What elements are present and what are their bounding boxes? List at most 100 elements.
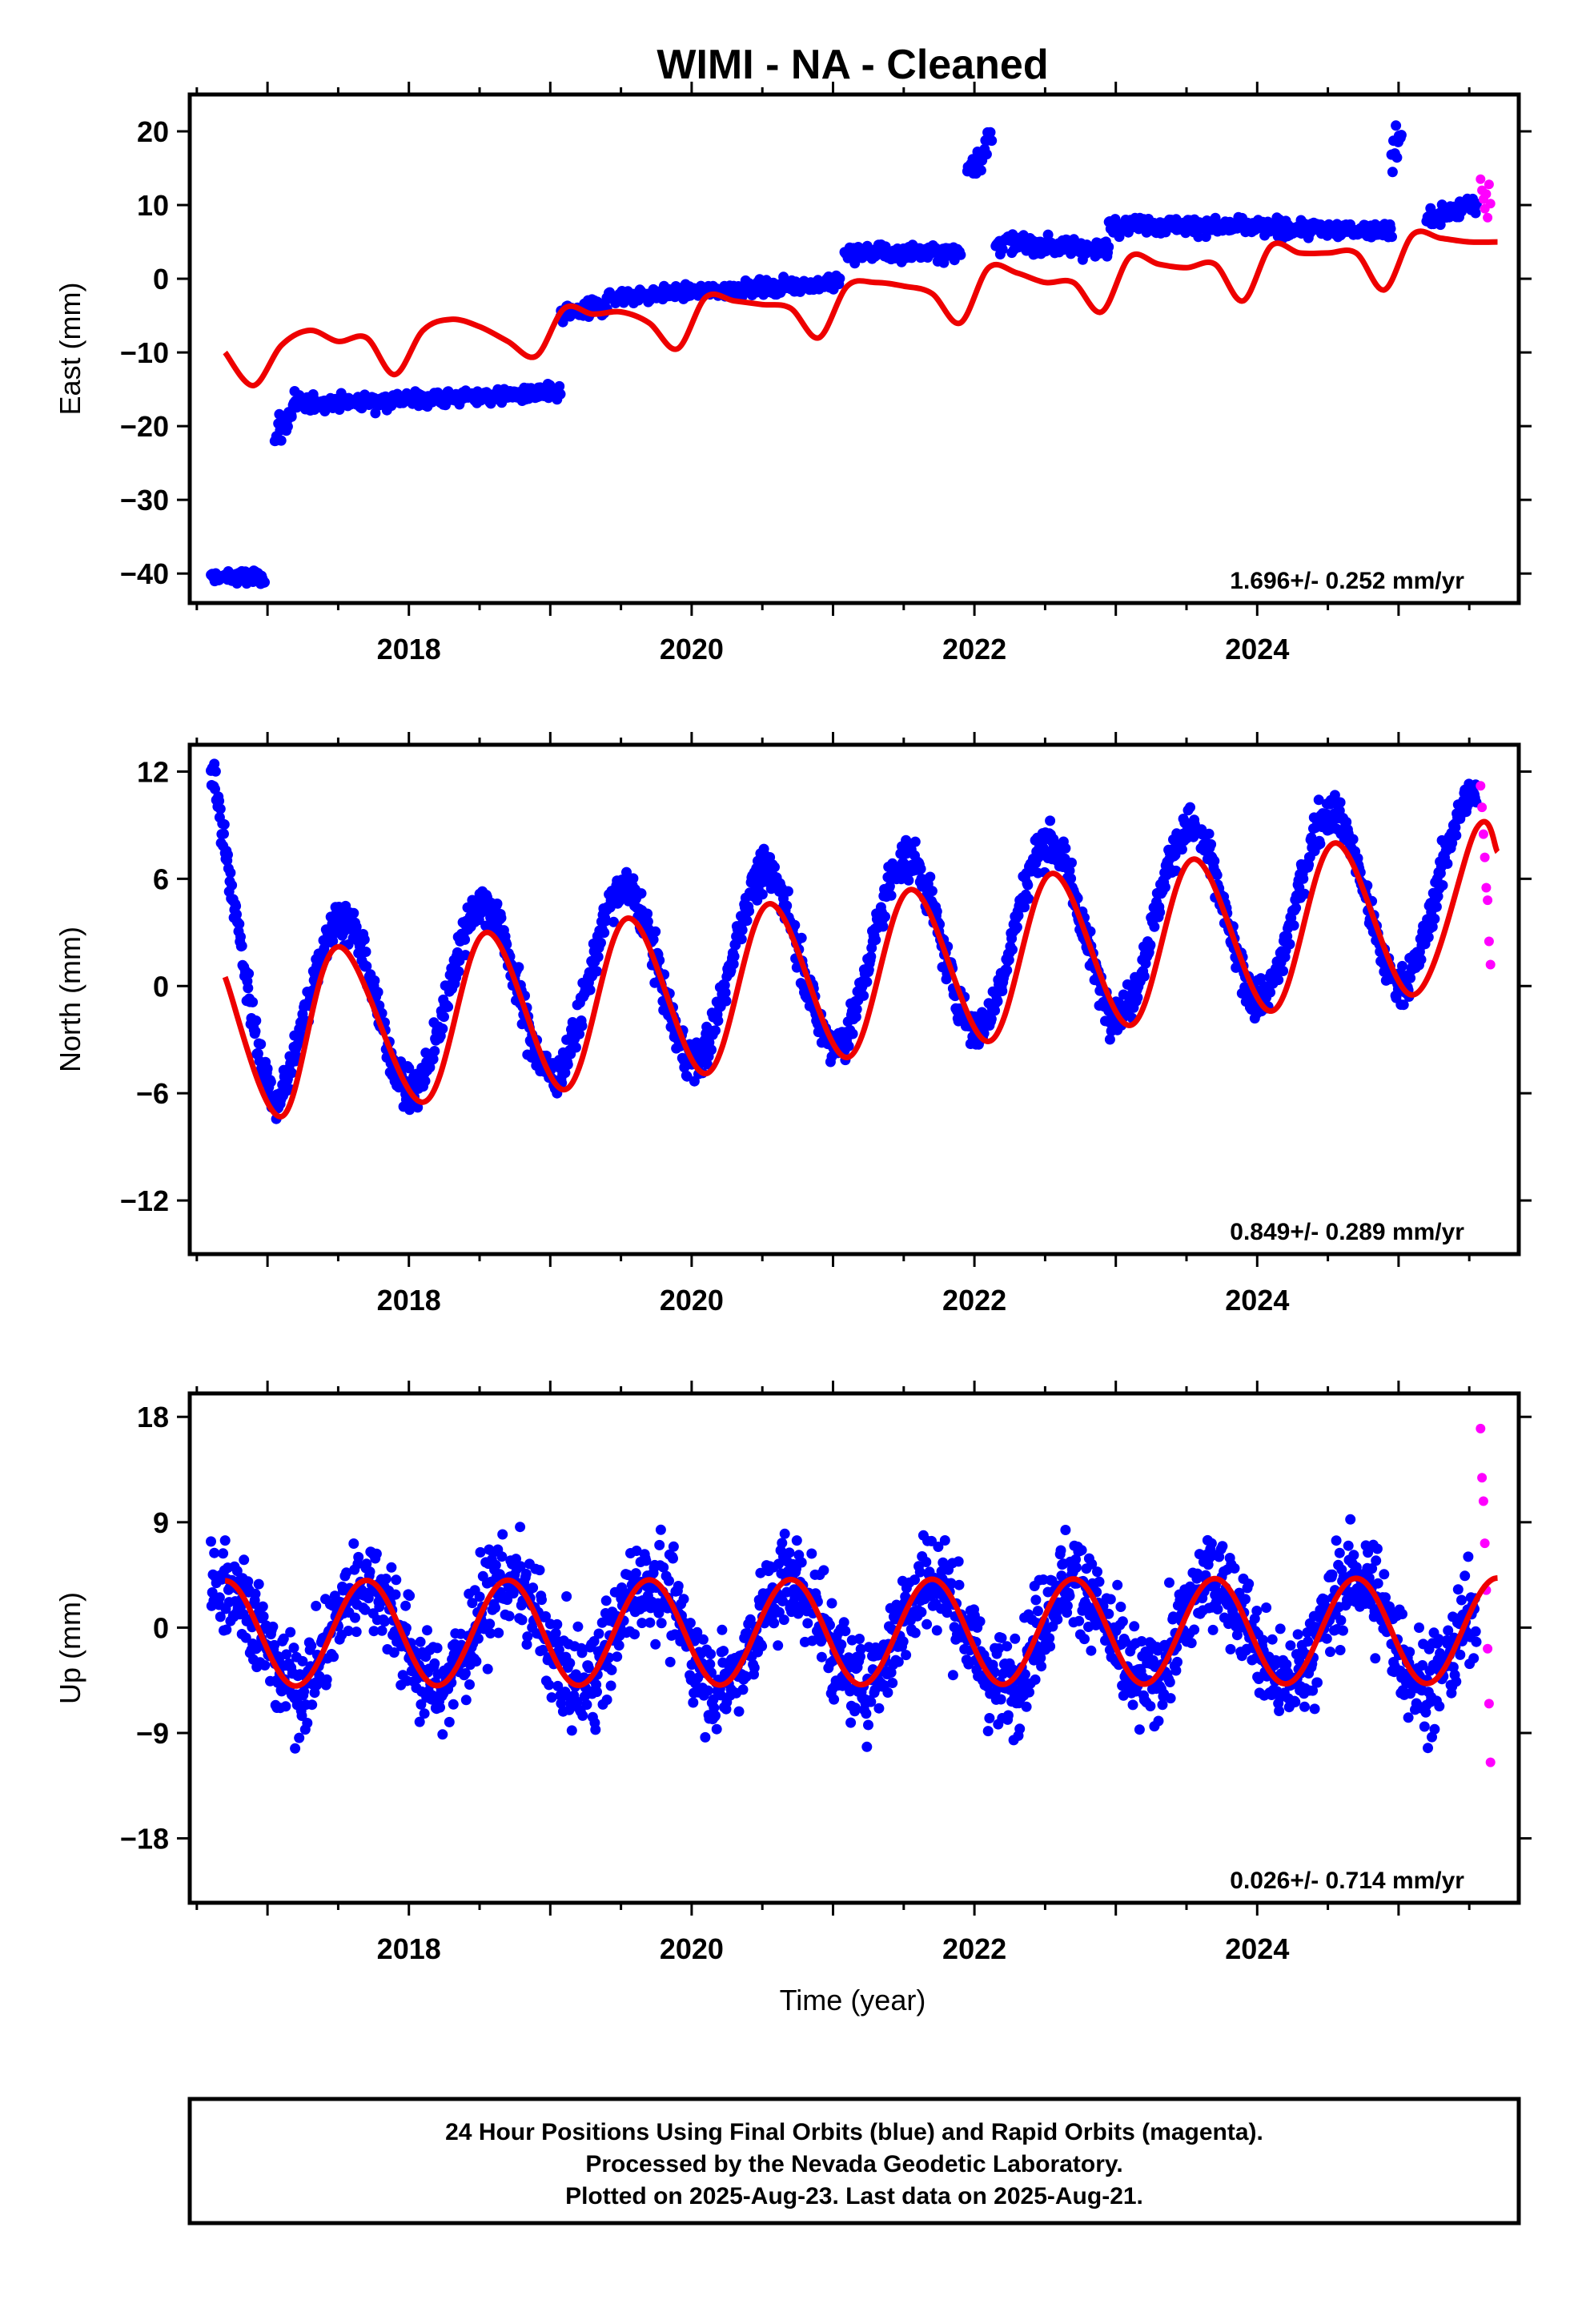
up-final-point: [921, 1557, 932, 1567]
up-final-point: [755, 1567, 766, 1578]
east-model-line: [223, 228, 1498, 388]
north-final-point: [243, 983, 254, 994]
up-final-point: [897, 1636, 909, 1647]
up-final-point: [1117, 1616, 1128, 1627]
north-rapid-point: [1485, 959, 1496, 970]
up-final-point: [668, 1553, 678, 1564]
up-final-point: [1164, 1577, 1174, 1588]
north-model-line: [222, 818, 1500, 1120]
east-final-point: [1391, 120, 1402, 131]
north-final-point: [1060, 842, 1071, 854]
up-final-point: [1115, 1602, 1126, 1612]
north-final-point: [360, 947, 371, 957]
up-final-point: [1212, 1604, 1223, 1614]
up-final-point: [1257, 1634, 1268, 1646]
up-final-point: [854, 1651, 865, 1663]
north-final-point: [584, 984, 596, 995]
up-final-point: [885, 1667, 897, 1678]
up-final-point: [1335, 1614, 1347, 1626]
east-y-tick-label: −10: [120, 336, 169, 369]
north-final-point: [1002, 965, 1013, 975]
east-final-point: [981, 149, 992, 160]
up-final-point: [1112, 1579, 1123, 1590]
up-final-point: [1002, 1641, 1013, 1652]
north-final-point: [236, 940, 247, 951]
north-y-tick-label: 12: [137, 755, 169, 788]
east-final-point: [986, 135, 998, 147]
north-final-point: [210, 766, 221, 777]
east-final-point: [861, 240, 873, 251]
up-final-point: [954, 1579, 965, 1590]
north-final-point: [789, 919, 801, 931]
up-final-point: [1046, 1575, 1058, 1586]
east-final-point: [1425, 203, 1436, 214]
north-final-point: [909, 836, 921, 847]
up-final-point: [711, 1723, 722, 1735]
north-final-point: [1442, 858, 1453, 869]
up-final-point: [572, 1696, 583, 1707]
north-final-point: [1278, 966, 1289, 976]
up-final-point: [443, 1662, 454, 1673]
up-final-point: [1243, 1578, 1255, 1590]
up-final-point: [1032, 1606, 1043, 1617]
north-final-point: [319, 943, 330, 954]
up-final-point: [939, 1535, 950, 1546]
up-final-point: [1275, 1623, 1286, 1634]
east-final-point: [834, 273, 845, 284]
east-rapid-point: [1483, 212, 1493, 223]
north-final-point: [327, 935, 339, 947]
north-final-point: [1138, 971, 1150, 982]
up-final-point: [414, 1716, 425, 1727]
up-final-point: [994, 1642, 1005, 1654]
up-final-point: [606, 1664, 617, 1675]
up-data: [206, 1423, 1500, 1767]
north-final-point: [782, 886, 793, 897]
north-final-point: [1405, 972, 1416, 983]
up-final-point: [250, 1588, 261, 1599]
up-final-point: [1030, 1594, 1042, 1606]
north-frame: [187, 742, 1521, 1256]
north-final-point: [636, 888, 647, 899]
north-final-point: [628, 873, 639, 884]
up-final-point: [773, 1640, 784, 1651]
up-final-point: [1285, 1640, 1296, 1651]
north-final-point: [1149, 921, 1160, 932]
up-final-point: [685, 1618, 696, 1629]
up-final-point: [259, 1660, 271, 1671]
up-final-point: [668, 1541, 679, 1552]
up-final-point: [1261, 1602, 1272, 1613]
up-final-point: [404, 1590, 416, 1602]
north-rate-label: 0.849+/- 0.289 mm/yr: [1230, 1219, 1464, 1245]
up-final-point: [656, 1618, 667, 1629]
north-final-point: [214, 795, 225, 806]
up-final-point: [1010, 1633, 1021, 1644]
up-final-point: [1240, 1594, 1251, 1605]
up-final-point: [779, 1528, 790, 1539]
north-y-tick-label: 6: [153, 862, 169, 895]
up-final-point: [1136, 1636, 1147, 1647]
north-final-point: [648, 934, 659, 945]
north-final-point: [219, 828, 229, 839]
north-final-point: [1415, 954, 1427, 965]
north-final-point: [1347, 834, 1359, 845]
up-final-point: [493, 1627, 504, 1638]
north-final-point: [903, 875, 914, 886]
up-final-point: [1070, 1554, 1081, 1565]
up-final-point: [655, 1524, 666, 1535]
up-final-point: [1327, 1569, 1338, 1580]
north-final-point: [574, 1028, 585, 1039]
north-final-point: [372, 987, 383, 998]
up-final-point: [1229, 1562, 1240, 1574]
up-final-point: [1030, 1674, 1041, 1685]
north-final-point: [1170, 865, 1182, 876]
up-final-point: [777, 1538, 788, 1549]
up-final-point: [612, 1651, 623, 1663]
up-final-point: [564, 1658, 576, 1669]
up-final-point: [388, 1647, 400, 1658]
up-final-point: [221, 1624, 232, 1635]
north-final-point: [1273, 975, 1284, 986]
up-final-point: [490, 1559, 501, 1570]
